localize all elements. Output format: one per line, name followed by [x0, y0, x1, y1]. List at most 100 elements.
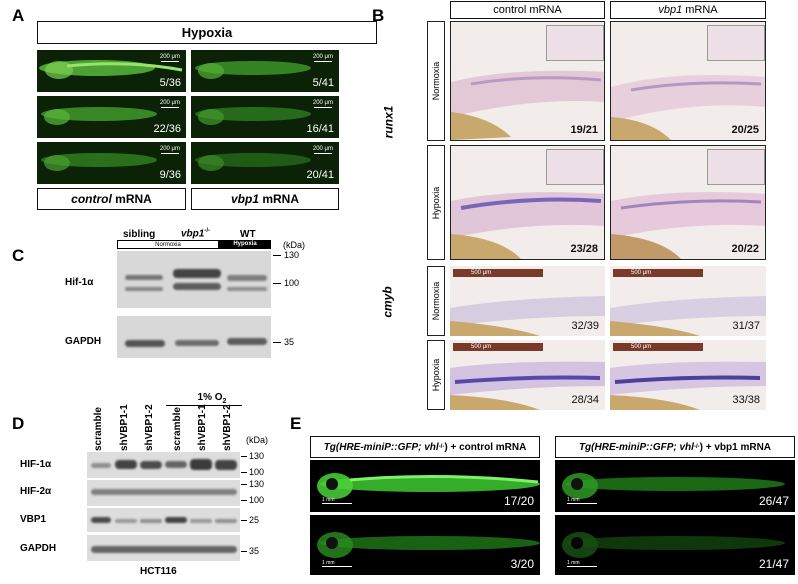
band	[125, 340, 165, 347]
count-label: 19/21	[570, 124, 598, 136]
gfp-fish-control-1: 200 μm 5/36	[37, 50, 186, 92]
count-label: 33/38	[732, 394, 760, 406]
lane-label: shVBP1-1	[119, 404, 130, 451]
scale-bar: 500 μm	[613, 343, 703, 351]
count-label: 23/28	[570, 243, 598, 255]
marker-tick	[241, 520, 247, 521]
inset	[707, 25, 765, 61]
gfp-embryo-vbp1-1: 1 mm 26/47	[555, 460, 795, 512]
lane-label: scramble	[93, 407, 104, 451]
vbp1-blot-d	[87, 508, 240, 532]
hif1a-row-label-d: HIF-1α	[20, 459, 52, 470]
band	[115, 460, 137, 469]
band	[91, 489, 237, 495]
sibling-label: sibling	[123, 229, 156, 240]
scale-bar: 500 μm	[453, 269, 543, 277]
count-label: 20/25	[731, 124, 759, 136]
band	[165, 461, 187, 468]
band	[173, 283, 221, 290]
marker-35: 35	[284, 337, 295, 347]
hypoxia-bar: Hypoxia	[219, 240, 271, 249]
inset	[707, 149, 765, 185]
runx1-control-normoxia: 19/21	[450, 21, 605, 141]
marker-100: 100	[249, 495, 265, 505]
wt-label: WT	[240, 229, 256, 240]
marker-tick	[273, 283, 281, 284]
marker-tick	[241, 472, 247, 473]
cmyb-vbp1-hypoxia: 500 μm 33/38	[610, 340, 766, 410]
marker-35: 35	[249, 546, 260, 556]
panel-b-letter: B	[372, 6, 385, 25]
marker-tick	[241, 551, 247, 552]
runx1-vbp1-hypoxia: 20/22	[610, 145, 766, 260]
cell-line-label: HCT116	[140, 566, 177, 577]
band	[227, 287, 267, 291]
oxygen-label: 1% O2	[197, 392, 227, 405]
inset	[546, 149, 604, 185]
scale-bar: 200 μm	[312, 146, 333, 154]
gapdh-row-label-d: GAPDH	[20, 543, 57, 554]
band	[227, 338, 267, 345]
band	[140, 519, 162, 523]
gapdh-row-label: GAPDH	[65, 336, 102, 347]
gapdh-blot-d	[87, 535, 240, 561]
scale-bar: 200 μm	[159, 54, 180, 62]
count-label: 17/20	[503, 494, 534, 508]
band	[190, 519, 212, 523]
vbp1-row-label-d: VBP1	[20, 514, 47, 525]
scale-bar: 200 μm	[159, 100, 180, 108]
count-label: 9/36	[159, 169, 181, 181]
lane-label: shVBP1-1	[197, 404, 208, 451]
normoxia-bar: Normoxia	[117, 240, 219, 249]
count-label: 20/41	[306, 169, 334, 181]
band	[165, 517, 187, 523]
count-label: 3/20	[510, 557, 534, 571]
oxygen-bracket	[166, 405, 242, 406]
scale-bar: 1 mm	[322, 497, 352, 504]
scale-bar: 200 μm	[312, 100, 333, 108]
kda-label-d: (kDa)	[246, 435, 268, 445]
band	[140, 461, 162, 469]
normoxia-side-label: Normoxia	[427, 266, 445, 336]
count-label: 20/22	[731, 243, 759, 255]
control-mrna-header-e: Tg(HRE-miniP::GFP; vhl -/-) + control mRN…	[310, 436, 540, 458]
band	[115, 519, 137, 523]
band	[215, 460, 237, 470]
hif1a-blot-d	[87, 452, 240, 478]
gfp-fish-vbp1-2: 200 μm 16/41	[191, 96, 339, 138]
count-label: 31/37	[732, 320, 760, 332]
count-label: 28/34	[571, 394, 599, 406]
hypoxia-side-label: Hypoxia	[427, 145, 445, 260]
marker-tick	[273, 255, 281, 256]
scale-bar: 1 mm	[567, 560, 597, 567]
band	[125, 275, 163, 280]
vbp1-mrna-column-header: vbp1 mRNA	[610, 1, 766, 19]
cmyb-control-normoxia: 500 μm 32/39	[450, 266, 605, 336]
band	[91, 517, 111, 523]
count-label: 21/47	[758, 557, 789, 571]
count-label: 5/36	[159, 77, 181, 89]
marker-25: 25	[249, 515, 260, 525]
vbp1-mrna-header-e: Tg(HRE-miniP::GFP; vhl -/-) + vbp1 mRNA	[555, 436, 795, 458]
marker-tick	[241, 456, 247, 457]
runx1-control-hypoxia: 23/28	[450, 145, 605, 260]
scale-bar: 200 μm	[159, 146, 180, 154]
cmyb-vbp1-normoxia: 500 μm 31/37	[610, 266, 766, 336]
marker-tick	[241, 484, 247, 485]
cmyb-control-hypoxia: 500 μm 28/34	[450, 340, 605, 410]
control-mrna-column-header: control mRNA	[450, 1, 605, 19]
scale-bar: 1 mm	[567, 497, 597, 504]
band	[175, 340, 219, 346]
marker-130: 130	[249, 451, 265, 461]
band	[173, 269, 221, 278]
hypoxia-side-label: Hypoxia	[427, 340, 445, 410]
gapdh-blot-c	[117, 316, 271, 358]
band	[91, 546, 237, 553]
lane-label: shVBP1-2	[144, 404, 155, 451]
hif2a-row-label-d: HIF-2α	[20, 486, 52, 497]
vbp1-genotype-label: vbp1-/-	[181, 228, 211, 240]
scale-bar: 500 μm	[613, 269, 703, 277]
panel-e-letter: E	[290, 414, 302, 433]
lane-label: scramble	[172, 407, 183, 451]
